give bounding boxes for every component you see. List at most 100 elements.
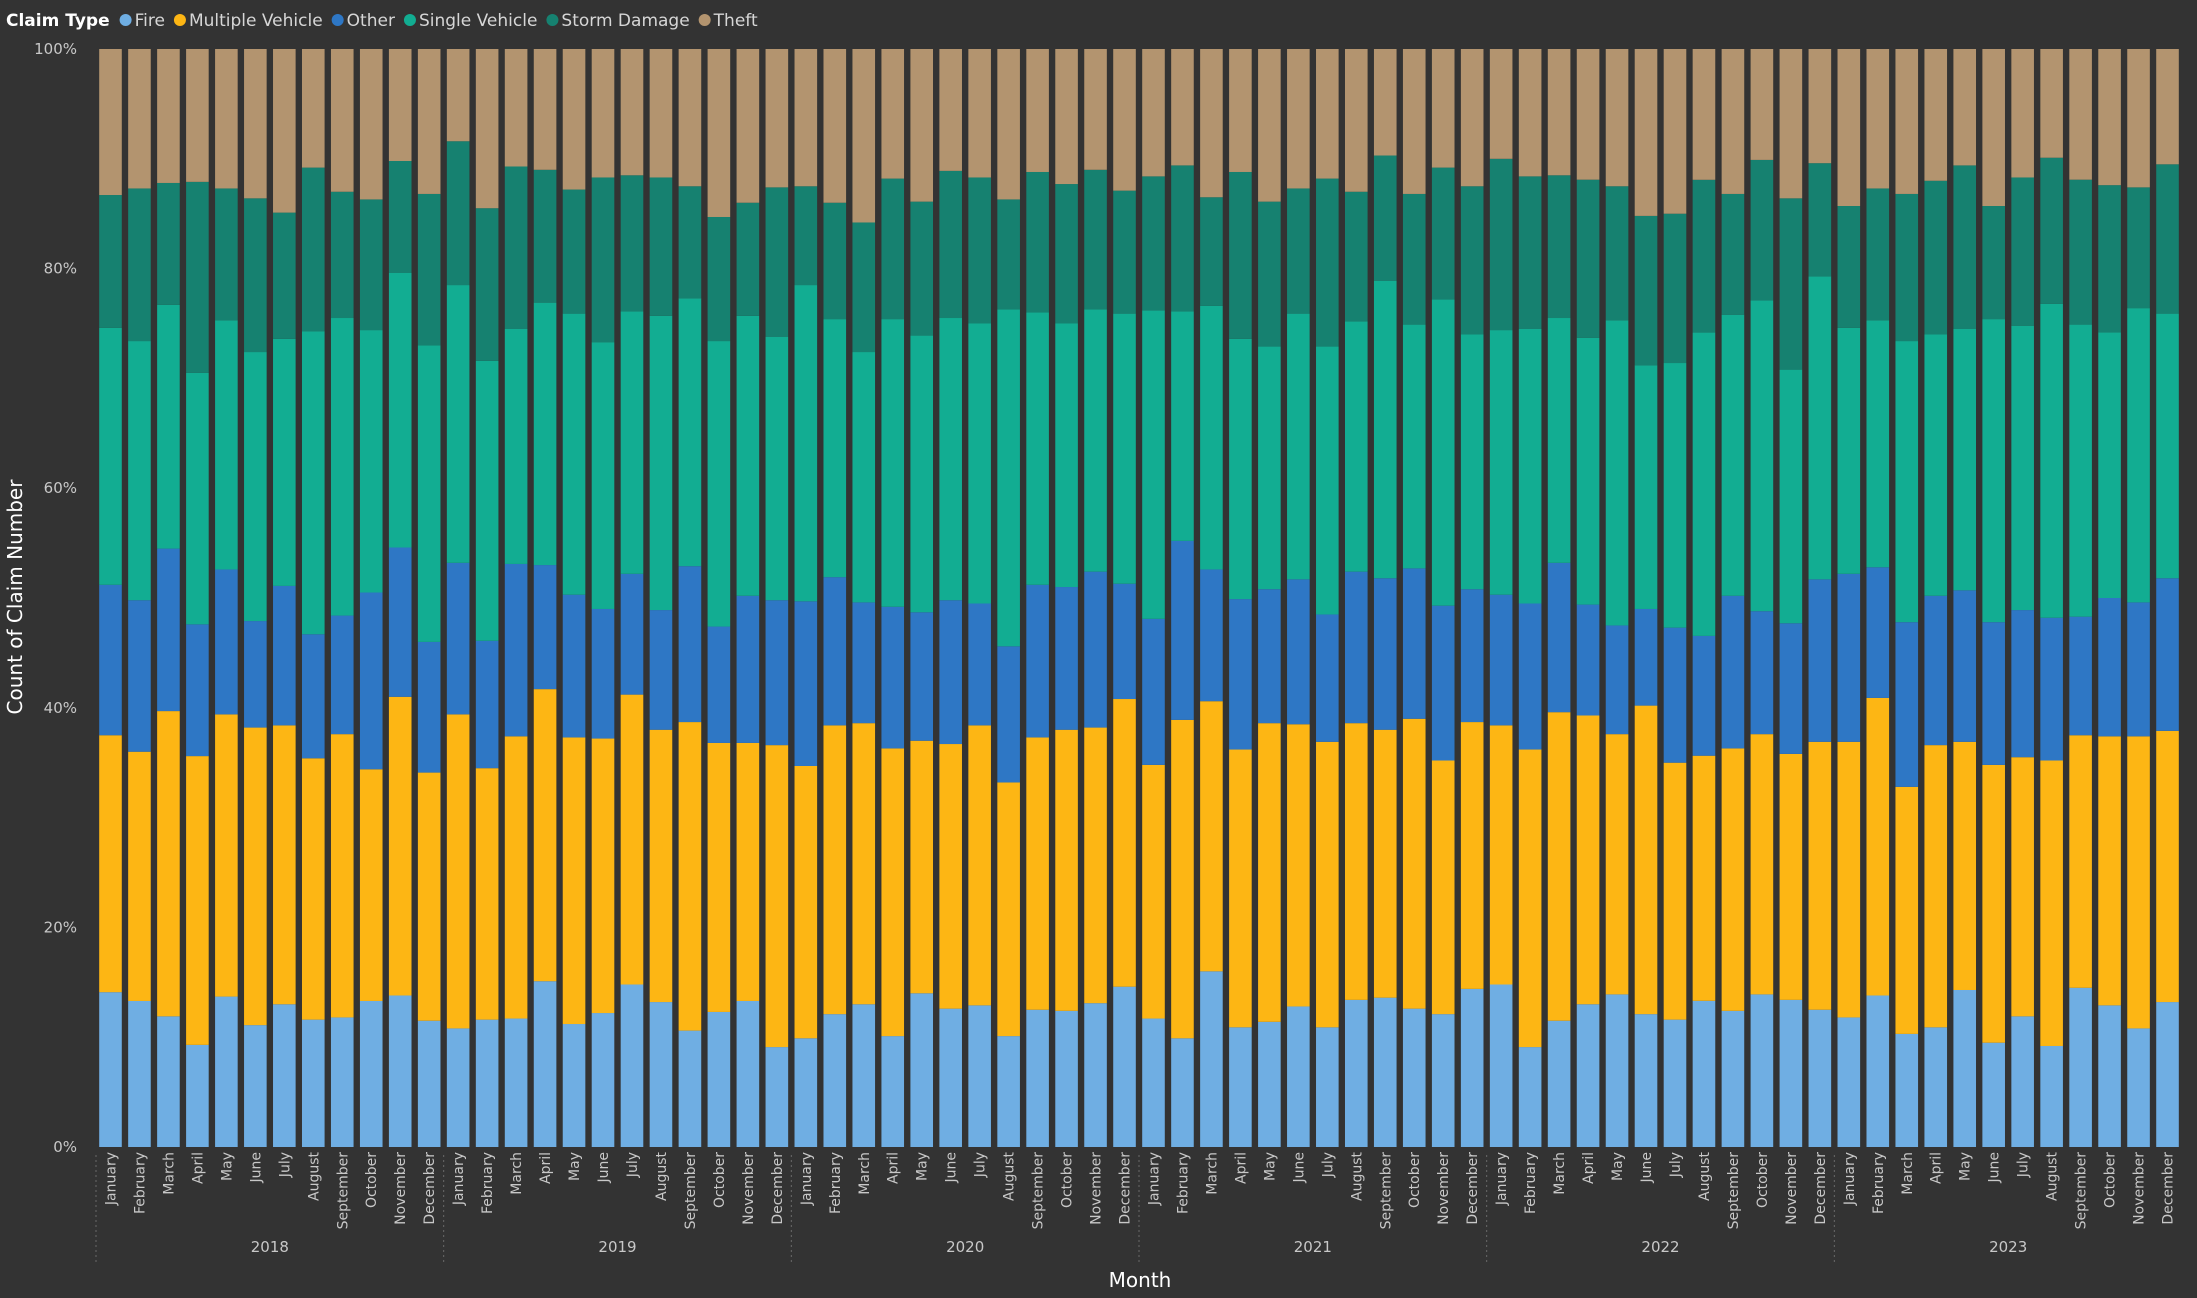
bar-segment-other[interactable] — [1982, 622, 2005, 765]
bar-segment-fire[interactable] — [1402, 1008, 1426, 1147]
bar-segment-single-vehicle[interactable] — [1663, 363, 1687, 628]
bar-segment-storm-damage[interactable] — [765, 187, 789, 337]
bar-segment-single-vehicle[interactable] — [1866, 320, 1890, 568]
bar-segment-single-vehicle[interactable] — [1316, 346, 1339, 615]
bar-segment-theft[interactable] — [910, 49, 934, 202]
bar-segment-fire[interactable] — [852, 1004, 876, 1147]
bar-segment-fire[interactable] — [1808, 1009, 1832, 1147]
bar-segment-fire[interactable] — [1142, 1018, 1165, 1147]
bar-segment-theft[interactable] — [1460, 49, 1484, 187]
bar-segment-theft[interactable] — [1634, 49, 1658, 216]
bar-segment-fire[interactable] — [1924, 1027, 1948, 1147]
bar-segment-multiple-vehicle[interactable] — [1721, 748, 1745, 1011]
bar-segment-single-vehicle[interactable] — [1605, 320, 1629, 626]
bar-segment-storm-damage[interactable] — [1229, 171, 1252, 339]
bar-segment-single-vehicle[interactable] — [1287, 313, 1310, 580]
bar-segment-fire[interactable] — [2040, 1045, 2063, 1147]
bar-segment-storm-damage[interactable] — [1287, 188, 1310, 314]
bar-segment-other[interactable] — [186, 624, 209, 757]
bar-segment-multiple-vehicle[interactable] — [620, 694, 644, 985]
bar-segment-single-vehicle[interactable] — [1721, 314, 1745, 596]
bar-segment-theft[interactable] — [562, 49, 586, 190]
bar-segment-other[interactable] — [330, 615, 354, 735]
bar-segment-multiple-vehicle[interactable] — [881, 748, 905, 1037]
bar-segment-other[interactable] — [157, 548, 180, 712]
bar-segment-single-vehicle[interactable] — [707, 341, 731, 627]
bar-segment-theft[interactable] — [1779, 49, 1803, 199]
bar-segment-theft[interactable] — [1113, 49, 1136, 191]
bar-segment-storm-damage[interactable] — [273, 212, 296, 339]
bar-segment-storm-damage[interactable] — [823, 202, 847, 320]
bar-segment-single-vehicle[interactable] — [1055, 323, 1078, 588]
bar-segment-theft[interactable] — [649, 49, 673, 178]
bar-segment-multiple-vehicle[interactable] — [1142, 764, 1165, 1019]
bar-segment-multiple-vehicle[interactable] — [1200, 701, 1223, 972]
bar-segment-theft[interactable] — [301, 49, 325, 168]
bar-segment-theft[interactable] — [1316, 49, 1339, 179]
bar-segment-storm-damage[interactable] — [2156, 164, 2179, 314]
bar-segment-multiple-vehicle[interactable] — [1924, 745, 1948, 1028]
bar-segment-other[interactable] — [1373, 578, 1397, 730]
bar-segment-other[interactable] — [707, 626, 731, 743]
bar-segment-storm-damage[interactable] — [475, 208, 499, 361]
bar-segment-other[interactable] — [1402, 568, 1426, 719]
bar-segment-fire[interactable] — [707, 1011, 731, 1147]
bar-segment-single-vehicle[interactable] — [157, 304, 180, 549]
bar-segment-storm-damage[interactable] — [1402, 193, 1426, 325]
bar-segment-single-vehicle[interactable] — [1837, 327, 1861, 574]
bar-segment-multiple-vehicle[interactable] — [591, 738, 615, 1014]
bar-segment-multiple-vehicle[interactable] — [736, 742, 760, 1001]
bar-segment-fire[interactable] — [939, 1008, 962, 1147]
bar-segment-fire[interactable] — [1750, 994, 1774, 1147]
bar-segment-theft[interactable] — [273, 49, 296, 213]
bar-segment-fire[interactable] — [968, 1005, 991, 1147]
bar-segment-theft[interactable] — [475, 49, 499, 209]
bar-segment-single-vehicle[interactable] — [881, 319, 905, 607]
bar-segment-storm-damage[interactable] — [1518, 176, 1542, 329]
bar-segment-single-vehicle[interactable] — [1460, 334, 1484, 590]
bar-segment-other[interactable] — [2040, 617, 2063, 761]
bar-segment-other[interactable] — [388, 547, 412, 697]
bar-segment-storm-damage[interactable] — [1779, 198, 1803, 370]
bar-segment-fire[interactable] — [2069, 987, 2092, 1147]
bar-segment-multiple-vehicle[interactable] — [997, 782, 1020, 1037]
bar-segment-storm-damage[interactable] — [1055, 184, 1078, 324]
bar-segment-other[interactable] — [649, 610, 673, 730]
bar-segment-other[interactable] — [2098, 598, 2121, 737]
bar-segment-theft[interactable] — [1373, 49, 1397, 156]
bar-segment-fire[interactable] — [1634, 1014, 1658, 1147]
bar-segment-multiple-vehicle[interactable] — [475, 768, 499, 1020]
bar-segment-storm-damage[interactable] — [1460, 186, 1484, 335]
bar-segment-multiple-vehicle[interactable] — [2040, 760, 2063, 1046]
bar-segment-theft[interactable] — [1605, 49, 1629, 187]
bar-segment-multiple-vehicle[interactable] — [244, 727, 267, 1026]
bar-segment-other[interactable] — [128, 600, 151, 752]
bar-segment-theft[interactable] — [1750, 49, 1774, 160]
bar-segment-other[interactable] — [1431, 605, 1455, 761]
bar-segment-fire[interactable] — [1026, 1009, 1049, 1147]
bar-segment-fire[interactable] — [1316, 1027, 1339, 1147]
bar-segment-storm-damage[interactable] — [1258, 201, 1281, 347]
bar-segment-single-vehicle[interactable] — [1692, 332, 1716, 636]
bar-segment-other[interactable] — [910, 612, 934, 741]
bar-segment-single-vehicle[interactable] — [128, 341, 151, 601]
bar-segment-single-vehicle[interactable] — [1518, 328, 1542, 604]
bar-segment-single-vehicle[interactable] — [852, 352, 876, 603]
bar-segment-other[interactable] — [475, 640, 499, 769]
bar-segment-theft[interactable] — [128, 49, 151, 189]
bar-segment-fire[interactable] — [128, 1000, 151, 1147]
bar-segment-other[interactable] — [620, 573, 644, 695]
bar-segment-other[interactable] — [446, 562, 470, 715]
bar-segment-storm-damage[interactable] — [1982, 206, 2005, 320]
bar-segment-storm-damage[interactable] — [794, 186, 818, 286]
bar-segment-storm-damage[interactable] — [388, 161, 412, 273]
bar-segment-theft[interactable] — [1344, 49, 1368, 192]
bar-segment-storm-damage[interactable] — [620, 175, 644, 312]
bar-segment-other[interactable] — [1084, 571, 1107, 728]
bar-segment-fire[interactable] — [1113, 986, 1136, 1147]
bar-segment-storm-damage[interactable] — [1084, 169, 1107, 310]
bar-segment-theft[interactable] — [1547, 49, 1571, 176]
bar-segment-storm-damage[interactable] — [1837, 206, 1861, 328]
bar-segment-multiple-vehicle[interactable] — [823, 725, 847, 1015]
bar-segment-other[interactable] — [678, 566, 702, 723]
